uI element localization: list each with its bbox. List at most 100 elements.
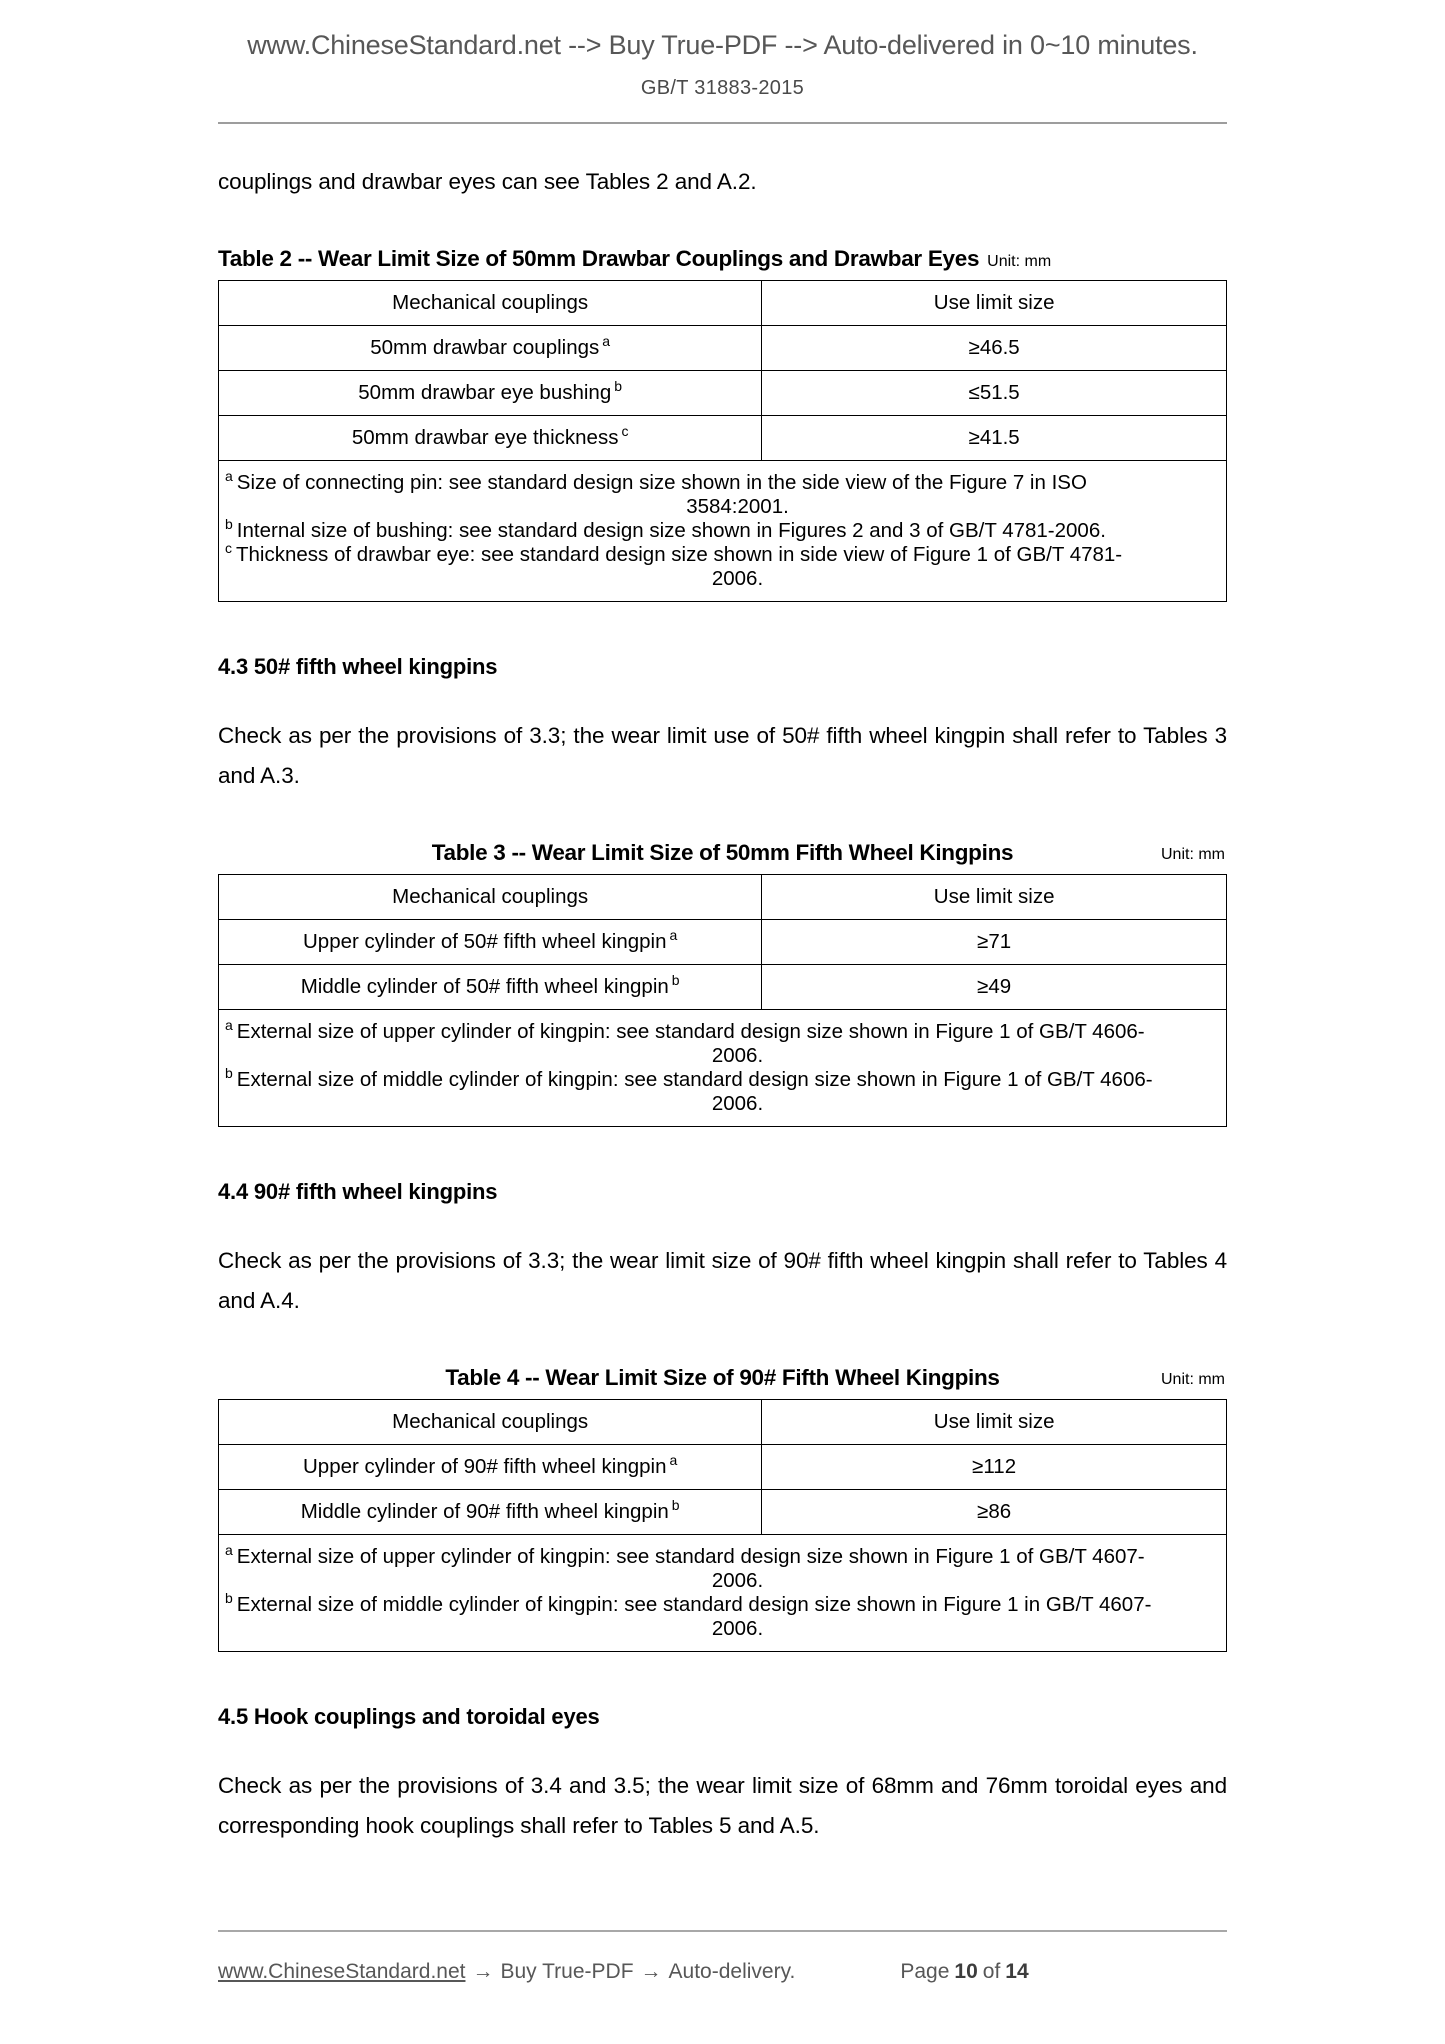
- table-2-header-limit: Use limit size: [761, 280, 1227, 326]
- footnote-text: External size of upper cylinder of kingp…: [236, 1020, 1145, 1043]
- cell-text: 50mm drawbar eye bushing: [358, 381, 612, 404]
- footer-site-link[interactable]: www.ChineseStandard.net: [218, 1960, 466, 1983]
- table-3-header-limit: Use limit size: [761, 874, 1227, 920]
- intro-paragraph: couplings and drawbar eyes can see Table…: [218, 169, 757, 194]
- table-4-cell-value-0: ≥112: [761, 1444, 1227, 1490]
- table-3-caption: Table 3 -- Wear Limit Size of 50mm Fifth…: [218, 840, 1227, 866]
- arrow-icon: →: [640, 1960, 662, 1983]
- footer-delivery-label: Auto-delivery.: [668, 1960, 796, 1983]
- document-content: couplings and drawbar eyes can see Table…: [217, 124, 1227, 1846]
- footnote-b-cont: 2006.: [711, 1092, 764, 1115]
- table-row: Middle cylinder of 90# fifth wheel kingp…: [217, 1489, 1227, 1535]
- footnote-marker: a: [225, 468, 233, 485]
- table-2-caption-title: Table 2 -- Wear Limit Size of 50mm Drawb…: [218, 246, 980, 271]
- footer-row: www.ChineseStandard.net → Buy True-PDF → Aut…: [218, 1960, 1227, 1984]
- page-footer: www.ChineseStandard.net → Buy True-PDF → Aut…: [0, 1930, 1445, 1984]
- footnote-marker: b: [225, 516, 233, 533]
- footnote-b: b External size of middle cylinder of kin…: [225, 1590, 1220, 1617]
- footnote-a-cont: 3584:2001.: [686, 495, 789, 518]
- footnote-marker: b: [671, 1497, 680, 1514]
- footnote-marker: a: [669, 927, 678, 944]
- table-3-cell-name-1: Middle cylinder of 50# fifth wheel kingp…: [217, 964, 763, 1010]
- table-2-cell-value-0: ≥46.5: [761, 325, 1227, 371]
- footnote-b-cont: 2006.: [711, 1617, 764, 1640]
- table-3-caption-title: Table 3 -- Wear Limit Size of 50mm Fifth…: [431, 840, 1014, 865]
- footnote-a-cont: 2006.: [711, 1569, 764, 1592]
- footnote-a: a External size of upper cylinder of king…: [225, 1018, 1220, 1044]
- cell-text: Middle cylinder of 50# fifth wheel kingp…: [300, 975, 669, 998]
- table-row-footnotes: a Size of connecting pin: see standard de…: [218, 460, 1227, 602]
- arrow-icon: →: [472, 1960, 494, 1983]
- table-4-cell-name-0: Upper cylinder of 90# fifth wheel kingpi…: [217, 1444, 763, 1490]
- cell-text: Middle cylinder of 90# fifth wheel kingp…: [300, 1500, 669, 1523]
- table-row: Upper cylinder of 90# fifth wheel kingpi…: [217, 1444, 1227, 1490]
- table-row: 50mm drawbar couplings a ≥46.5: [217, 325, 1227, 371]
- table-4-caption-title: Table 4 -- Wear Limit Size of 90# Fifth …: [445, 1365, 1000, 1390]
- footnote-text: External size of middle cylinder of king…: [236, 1593, 1152, 1616]
- table-3-cell-value-0: ≥71: [761, 919, 1227, 965]
- table-2-cell-name-1: 50mm drawbar eye bushing b: [217, 370, 763, 416]
- table-2: Mechanical couplings Use limit size 50mm…: [217, 280, 1227, 602]
- cell-text: 50mm drawbar couplings: [370, 336, 600, 359]
- footnote-a: a External size of upper cylinder of king…: [225, 1542, 1220, 1569]
- table-4-cell-name-1: Middle cylinder of 90# fifth wheel kingp…: [217, 1489, 763, 1535]
- section-paragraph-4-4: Check as per the provisions of 3.3; the …: [218, 1248, 1227, 1313]
- section-heading-4-4: 4.4 90# fifth wheel kingpins: [218, 1179, 498, 1204]
- table-4-caption-unit: Unit: mm: [1161, 1371, 1225, 1388]
- table-4-header-couplings: Mechanical couplings: [217, 1399, 763, 1445]
- table-2-caption: Table 2 -- Wear Limit Size of 50mm Drawb…: [218, 246, 1227, 272]
- footnote-text: Size of connecting pin: see standard des…: [236, 471, 1087, 494]
- table-2-cell-name-0: 50mm drawbar couplings a: [217, 325, 763, 371]
- promo-header-text: www.ChineseStandard.net --> Buy True-PDF…: [247, 30, 1198, 60]
- footer-buy-label: Buy True-PDF: [500, 1960, 634, 1983]
- table-3-cell-name-0: Upper cylinder of 50# fifth wheel kingpi…: [217, 919, 763, 965]
- footnote-marker: b: [225, 1590, 233, 1607]
- table-2-footnotes: a Size of connecting pin: see standard de…: [218, 460, 1227, 602]
- header-divider: [218, 122, 1227, 124]
- footnote-marker: a: [225, 1542, 233, 1559]
- footnote-text: External size of middle cylinder of king…: [236, 1068, 1153, 1091]
- table-3-cell-value-1: ≥49: [761, 964, 1227, 1010]
- footnote-marker: b: [671, 972, 680, 989]
- table-2-header-couplings: Mechanical couplings: [217, 280, 763, 326]
- table-row-footnotes: a External size of upper cylinder of king…: [218, 1534, 1227, 1652]
- footnote-marker: b: [614, 378, 623, 395]
- page-label: Page: [900, 1960, 950, 1983]
- cell-text: Upper cylinder of 50# fifth wheel kingpi…: [302, 930, 667, 953]
- footnote-marker: a: [669, 1452, 678, 1469]
- table-2-cell-value-2: ≥41.5: [761, 415, 1227, 461]
- footnote-c-cont: 2006.: [711, 567, 764, 590]
- table-2-cell-name-2: 50mm drawbar eye thickness c: [217, 415, 763, 461]
- footnote-text: Thickness of drawbar eye: see standard d…: [236, 543, 1123, 566]
- table-row: Middle cylinder of 50# fifth wheel kingp…: [217, 964, 1227, 1010]
- table-row-header: Mechanical couplings Use limit size: [217, 280, 1227, 326]
- table-3-header-couplings: Mechanical couplings: [217, 874, 763, 920]
- standard-code: GB/T 31883-2015: [640, 77, 805, 99]
- page-indicator: Page 10 of 14: [900, 1960, 1033, 1984]
- table-row: Upper cylinder of 50# fifth wheel kingpi…: [217, 919, 1227, 965]
- footnote-b: b Internal size of bushing: see standard …: [225, 516, 1220, 543]
- table-4-footnotes: a External size of upper cylinder of king…: [218, 1534, 1227, 1652]
- section-paragraph-4-5: Check as per the provisions of 3.4 and 3…: [218, 1773, 1227, 1838]
- footnote-b: b External size of middle cylinder of kin…: [225, 1066, 1220, 1092]
- section-heading-4-5: 4.5 Hook couplings and toroidal eyes: [218, 1704, 600, 1729]
- table-4-cell-value-1: ≥86: [761, 1489, 1227, 1535]
- footnote-marker: a: [602, 333, 611, 350]
- table-3-footnotes: a External size of upper cylinder of king…: [218, 1009, 1227, 1127]
- footer-divider: [218, 1930, 1227, 1932]
- table-row: 50mm drawbar eye thickness c ≥41.5: [217, 415, 1227, 461]
- table-row-header: Mechanical couplings Use limit size: [217, 1399, 1227, 1445]
- table-3-caption-unit: Unit: mm: [1161, 846, 1225, 863]
- table-row-header: Mechanical couplings Use limit size: [217, 874, 1227, 920]
- table-row: 50mm drawbar eye bushing b ≤51.5: [217, 370, 1227, 416]
- table-2-cell-value-1: ≤51.5: [761, 370, 1227, 416]
- footnote-marker: c: [225, 540, 232, 557]
- section-paragraph-4-3: Check as per the provisions of 3.3; the …: [218, 723, 1227, 788]
- cell-text: 50mm drawbar eye thickness: [351, 426, 619, 449]
- table-4: Mechanical couplings Use limit size Uppe…: [217, 1399, 1227, 1652]
- table-4-header-limit: Use limit size: [761, 1399, 1227, 1445]
- section-heading-4-3: 4.3 50# fifth wheel kingpins: [218, 654, 498, 679]
- footnote-marker: c: [621, 423, 629, 440]
- table-3: Mechanical couplings Use limit size Uppe…: [217, 874, 1227, 1127]
